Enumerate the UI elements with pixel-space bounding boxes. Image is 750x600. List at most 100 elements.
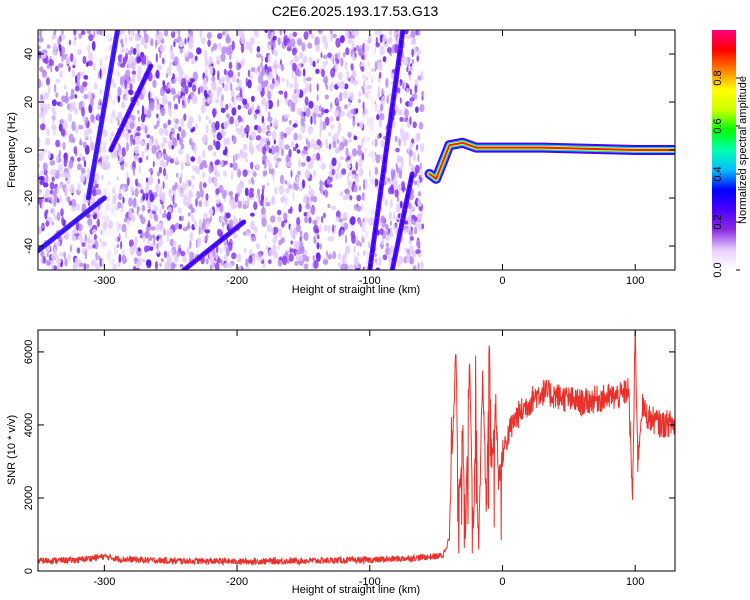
noise-blob	[408, 100, 413, 108]
noise-blob	[385, 230, 389, 236]
noise-blob	[288, 253, 294, 262]
noise-blob	[244, 127, 247, 134]
noise-blob	[205, 115, 209, 120]
noise-blob	[138, 164, 141, 174]
noise-blob	[182, 256, 187, 263]
noise-blob	[158, 152, 161, 161]
noise-blob	[97, 104, 103, 111]
noise-blob	[254, 30, 259, 38]
noise-blob	[418, 121, 424, 130]
noise-blob	[226, 113, 230, 119]
noise-blob	[166, 156, 169, 166]
y-tick-label: -20	[23, 190, 35, 206]
noise-blob	[92, 63, 96, 71]
noise-blob	[51, 221, 54, 226]
noise-blob	[214, 98, 220, 104]
noise-blob	[229, 116, 235, 125]
noise-blob	[413, 92, 417, 99]
noise-blob	[167, 83, 171, 89]
noise-blob	[335, 216, 340, 222]
noise-blob	[296, 216, 301, 227]
noise-blob	[171, 249, 174, 258]
noise-blob	[172, 240, 177, 247]
noise-blob	[406, 252, 409, 257]
noise-blob	[408, 245, 414, 255]
noise-blob	[358, 98, 361, 103]
noise-blob	[209, 92, 214, 98]
noise-blob	[242, 197, 245, 206]
noise-blob	[61, 30, 64, 36]
noise-blob	[345, 245, 351, 255]
noise-blob	[46, 245, 51, 251]
noise-blob	[404, 228, 408, 234]
noise-blob	[198, 225, 201, 235]
noise-blob	[253, 201, 258, 211]
noise-blob	[296, 149, 301, 154]
noise-blob	[138, 157, 143, 164]
noise-blob	[75, 220, 80, 231]
noise-blob	[323, 212, 326, 219]
noise-blob	[191, 84, 197, 92]
noise-blob	[134, 236, 138, 246]
noise-blob	[290, 38, 296, 48]
noise-blob	[258, 194, 261, 204]
noise-blob	[407, 147, 411, 152]
noise-blob	[351, 30, 357, 36]
noise-blob	[153, 192, 158, 198]
noise-blob	[199, 162, 204, 170]
noise-blob	[375, 102, 378, 113]
noise-blob	[420, 91, 425, 96]
noise-blob	[255, 163, 259, 170]
noise-blob	[145, 191, 149, 201]
noise-blob	[174, 103, 178, 110]
noise-blob	[187, 212, 191, 217]
noise-blob	[333, 133, 339, 142]
noise-blob	[149, 246, 154, 251]
noise-blob	[232, 203, 238, 209]
noise-blob	[120, 240, 123, 250]
noise-blob	[277, 216, 282, 223]
noise-blob	[267, 162, 273, 169]
noise-blob	[125, 229, 128, 239]
noise-blob	[308, 30, 313, 35]
noise-blob	[313, 116, 317, 125]
noise-blob	[190, 30, 194, 38]
noise-blob	[191, 175, 196, 180]
noise-blob	[195, 198, 198, 207]
noise-blob	[184, 85, 189, 95]
noise-blob	[227, 69, 234, 78]
noise-blob	[230, 88, 235, 99]
noise-blob	[345, 147, 349, 157]
noise-blob	[71, 206, 76, 212]
noise-blob	[354, 52, 357, 58]
noise-blob	[226, 153, 229, 158]
noise-blob	[339, 92, 343, 102]
noise-blob	[274, 186, 278, 195]
noise-blob	[56, 198, 60, 204]
noise-blob	[350, 63, 354, 71]
noise-blob	[248, 255, 253, 264]
noise-blob	[158, 222, 164, 232]
noise-blob	[206, 96, 211, 104]
noise-blob	[293, 248, 297, 256]
noise-blob	[259, 200, 264, 206]
noise-blob	[131, 70, 137, 75]
noise-blob	[318, 105, 322, 112]
noise-blob	[136, 56, 142, 63]
noise-blob	[178, 137, 184, 146]
noise-blob	[46, 252, 49, 258]
noise-blob	[63, 95, 70, 104]
noise-blob	[247, 79, 252, 89]
noise-blob	[171, 89, 176, 96]
noise-blob	[355, 161, 358, 171]
noise-blob	[61, 54, 64, 63]
noise-blob	[293, 146, 297, 152]
x-tick-label: 100	[626, 576, 644, 588]
y-tick-label: 20	[23, 96, 35, 108]
noise-blob	[136, 72, 142, 82]
x-tick-label: -100	[359, 576, 381, 588]
noise-blob	[243, 151, 248, 159]
noise-blob	[309, 83, 312, 93]
colorbar-tick-label: 0.8	[712, 70, 724, 85]
noise-blob	[419, 104, 425, 113]
